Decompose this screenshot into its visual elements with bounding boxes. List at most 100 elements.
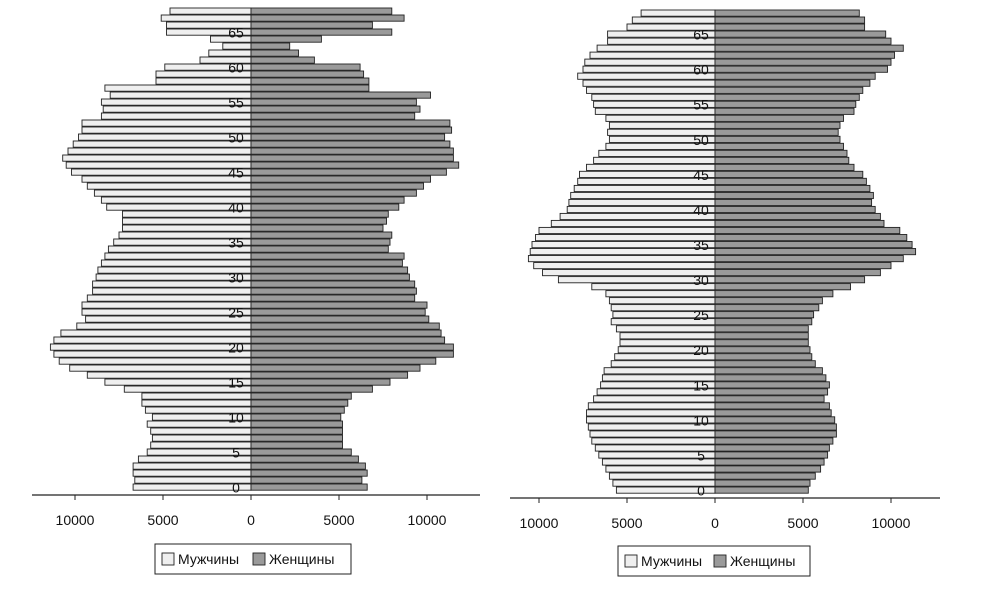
bar-female-age-45 [714,170,864,178]
bar-female-age-15 [714,381,830,389]
bar-male-age-2 [132,469,252,477]
legend-left: Мужчины Женщины [154,543,352,575]
bar-female-age-58 [714,79,871,87]
bar-male-age-17 [603,367,716,375]
bar-male-age-13 [593,395,716,403]
bar-male-age-20 [49,343,252,351]
age-tick-label: 50 [228,130,244,146]
bar-female-age-63 [250,42,291,50]
bar-female-age-51 [250,126,453,134]
bar-male-age-12 [141,399,252,407]
bar-female-age-49 [250,140,451,148]
bar-male-age-8 [589,430,716,438]
bar-female-age-43 [250,182,424,190]
bar-female-age-37 [250,224,384,232]
bar-male-age-47 [62,154,252,162]
bar-female-age-64 [250,35,322,43]
bar-male-age-44 [81,175,252,183]
bar-female-age-30 [714,276,866,284]
bar-female-age-25 [714,311,815,319]
age-tick-label: 15 [693,377,709,393]
bar-female-age-12 [250,399,349,407]
bar-female-age-8 [714,430,837,438]
bar-female-age-20 [714,346,811,354]
bar-female-age-63 [714,44,904,52]
bar-female-age-65 [714,30,887,38]
bar-female-age-30 [250,273,410,281]
x-tick-label: 10000 [408,512,447,528]
bar-female-age-47 [250,154,454,162]
bar-male-age-2 [608,472,716,480]
bar-female-age-68 [714,9,860,17]
bar-female-age-21 [250,336,446,344]
bar-male-age-27 [608,297,716,305]
bar-female-age-3 [714,465,822,473]
bar-female-age-16 [250,371,409,379]
bar-male-age-24 [85,315,252,323]
bar-male-age-30 [557,276,716,284]
bar-male-age-32 [533,262,716,270]
bar-female-age-31 [250,266,409,274]
legend-label-female: Женщины [269,551,334,567]
bar-female-age-42 [714,191,874,200]
bar-female-age-46 [714,163,855,171]
x-tick-label: 5000 [147,512,178,528]
bar-female-age-48 [250,147,454,155]
bar-female-age-34 [714,248,917,256]
bar-female-age-41 [714,198,873,207]
bar-female-age-2 [250,469,368,477]
bar-female-age-34 [250,245,389,253]
age-tick-label: 45 [228,165,244,181]
bar-female-age-50 [714,135,841,143]
bar-female-age-56 [250,91,431,99]
age-tick-label: 40 [693,202,709,218]
bar-male-age-43 [573,184,716,193]
bar-male-age-48 [67,147,252,155]
bar-female-age-4 [714,458,825,466]
bar-female-age-61 [250,56,315,64]
age-tick-label: 5 [232,445,240,461]
bar-female-age-43 [714,184,871,193]
bar-male-age-25 [81,308,252,316]
bar-female-age-67 [714,16,866,24]
bar-female-age-54 [714,107,855,115]
bar-female-age-40 [250,203,400,211]
bar-female-age-58 [250,77,370,85]
bar-female-age-39 [250,210,389,218]
bar-female-age-52 [714,121,841,129]
age-tick-label: 15 [228,375,244,391]
x-tick-label: 5000 [611,515,642,531]
bar-female-age-19 [250,350,454,358]
bar-male-age-26 [81,301,252,309]
bar-male-age-33 [527,255,716,263]
bar-female-age-29 [250,280,416,288]
bar-female-age-55 [250,98,417,106]
bar-female-age-29 [714,283,851,291]
bar-female-age-14 [714,388,829,396]
bar-male-age-45 [71,168,252,176]
bar-male-age-62 [208,49,252,57]
bar-female-age-44 [250,175,431,183]
bar-female-age-20 [250,343,454,351]
bar-male-age-67 [631,16,716,24]
bar-male-age-37 [122,224,252,232]
bar-female-age-38 [250,217,387,225]
bar-male-age-27 [86,294,252,302]
bar-female-age-66 [250,21,373,29]
bar-female-age-68 [250,7,393,15]
bar-male-age-18 [610,360,716,368]
bar-male-age-62 [589,51,716,59]
age-tick-label: 30 [228,270,244,286]
bar-female-age-40 [714,205,876,214]
bar-male-age-22 [60,329,252,337]
bar-female-age-46 [250,161,460,169]
pyramid-right: 0 5 10 15 20 25 30 35 40 45 50 55 60 65 10000 5000 0 5000… [510,9,940,531]
pyramid-left: 0 5 10 15 20 25 30 35 40 45 50 55 60 65 10000 5000 0 5000… [32,7,480,528]
bar-female-age-33 [714,255,904,263]
bar-female-age-9 [714,423,837,431]
bar-female-age-53 [714,114,844,122]
legend-swatch-female [713,554,727,568]
bar-male-age-58 [582,79,716,87]
age-tick-label: 35 [228,235,244,251]
bar-female-age-0 [714,486,809,494]
